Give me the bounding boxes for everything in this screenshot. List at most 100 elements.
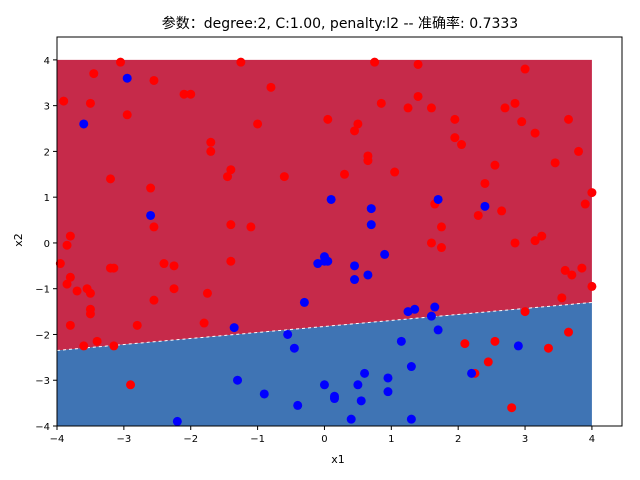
data-point	[85, 98, 95, 108]
data-point	[370, 57, 380, 67]
data-point	[450, 114, 460, 124]
data-point	[283, 329, 293, 339]
data-point	[564, 114, 574, 124]
data-point	[299, 297, 309, 307]
data-point	[510, 238, 520, 248]
data-point	[543, 343, 553, 353]
data-point	[266, 82, 276, 92]
data-point	[467, 368, 477, 378]
data-point	[580, 199, 590, 209]
plot-area	[55, 57, 597, 426]
plot-frame	[56, 36, 623, 427]
data-point	[406, 362, 416, 372]
data-point	[206, 137, 216, 147]
data-point	[289, 343, 299, 353]
y-tick-label: 1	[44, 193, 50, 204]
data-point	[92, 336, 102, 346]
data-point	[105, 174, 115, 184]
data-point	[574, 146, 584, 156]
data-point	[426, 103, 436, 113]
data-point	[202, 288, 212, 298]
data-point	[206, 146, 216, 156]
decision-region-upper	[57, 59, 592, 351]
data-point	[460, 339, 470, 349]
data-point	[587, 281, 597, 291]
data-point	[246, 222, 256, 232]
data-point	[517, 117, 527, 127]
x-tick-label: 2	[455, 434, 461, 445]
data-point	[353, 119, 363, 129]
decision-region-lower	[57, 302, 592, 426]
data-point	[65, 320, 75, 330]
data-point	[85, 304, 95, 314]
y-axis-label: x2	[12, 233, 25, 247]
data-point	[557, 293, 567, 303]
data-point	[483, 357, 493, 367]
data-point	[396, 336, 406, 346]
data-point	[259, 389, 269, 399]
data-point	[360, 368, 370, 378]
data-point	[457, 140, 467, 150]
data-point	[116, 57, 126, 67]
y-tick-label: −2	[35, 330, 50, 341]
data-point	[537, 231, 547, 241]
data-point	[510, 98, 520, 108]
data-point	[530, 236, 540, 246]
data-point	[229, 323, 239, 333]
data-point	[500, 103, 510, 113]
data-point	[122, 110, 132, 120]
x-tick-label: −2	[183, 434, 198, 445]
y-tick-label: −3	[35, 376, 50, 387]
data-point	[293, 400, 303, 410]
data-point	[340, 169, 350, 179]
y-tick-label: 2	[44, 147, 50, 158]
data-point	[89, 69, 99, 79]
data-point	[186, 89, 196, 99]
data-point	[59, 96, 69, 106]
data-point	[406, 414, 416, 424]
data-point	[426, 238, 436, 248]
data-point	[403, 103, 413, 113]
data-point	[363, 270, 373, 280]
data-point	[530, 128, 540, 138]
data-point	[85, 288, 95, 298]
data-point	[497, 206, 507, 216]
data-point	[513, 341, 523, 351]
x-tick-label: −4	[50, 434, 65, 445]
data-point	[79, 119, 89, 129]
x-tick-label: 1	[388, 434, 394, 445]
data-point	[72, 286, 82, 296]
data-point	[65, 272, 75, 282]
data-point	[149, 222, 159, 232]
data-point	[433, 194, 443, 204]
data-point	[366, 204, 376, 214]
data-point	[226, 256, 236, 266]
data-point	[126, 380, 136, 390]
data-point	[122, 73, 132, 83]
data-point	[159, 259, 169, 269]
data-point	[346, 414, 356, 424]
data-point	[413, 59, 423, 69]
y-axis: −4 −3 −2 −1 0 1 2 3 4	[35, 56, 57, 433]
data-point	[353, 380, 363, 390]
y-tick-label: 3	[44, 102, 50, 113]
data-point	[226, 220, 236, 230]
data-point	[520, 64, 530, 74]
data-point	[490, 160, 500, 170]
data-point	[199, 318, 209, 328]
data-point	[376, 98, 386, 108]
data-point	[146, 210, 156, 220]
data-point	[383, 373, 393, 383]
data-point	[279, 172, 289, 182]
data-point	[253, 119, 263, 129]
data-point	[436, 222, 446, 232]
data-point	[473, 210, 483, 220]
data-point	[65, 231, 75, 241]
data-point	[480, 201, 490, 211]
x-tick-label: 0	[321, 434, 327, 445]
x-axis: −4 −3 −2 −1 0 1 2 3 4	[50, 426, 595, 445]
data-point	[132, 320, 142, 330]
data-point	[326, 194, 336, 204]
data-point	[226, 165, 236, 175]
